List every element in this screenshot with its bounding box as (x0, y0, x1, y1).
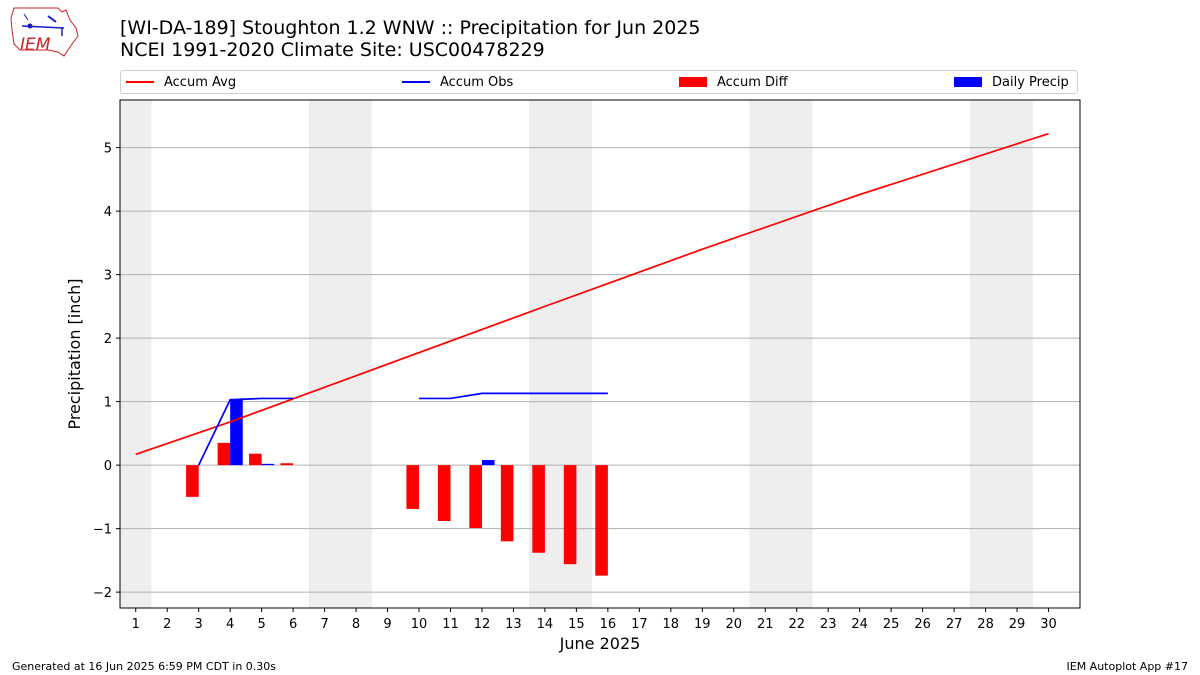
y-axis-ticks: −2 −1 0 1 2 3 4 5 (93, 142, 120, 601)
legend-label-precip: Daily Precip (992, 74, 1069, 90)
legend-label-obs: Accum Obs (440, 74, 514, 90)
y-tick-label: −1 (93, 523, 112, 538)
accum-diff-bar (186, 465, 199, 497)
weekend-band (120, 100, 152, 608)
legend-daily-precip: Daily Precip (954, 71, 1069, 93)
x-tick-label: 18 (663, 617, 680, 632)
chart-legend: Accum Avg Accum Obs Accum Diff Daily Pre… (120, 70, 1078, 94)
x-tick-label: 8 (352, 617, 360, 632)
accum-diff-bar (217, 442, 231, 466)
x-tick-label: 21 (757, 617, 774, 632)
x-tick-label: 7 (320, 617, 328, 632)
legend-label-avg: Accum Avg (164, 74, 237, 90)
weekend-band (308, 100, 372, 608)
y-tick-label: 4 (104, 205, 112, 220)
accum-obs-line (197, 397, 294, 466)
legend-accum-obs: Accum Obs (402, 71, 513, 93)
legend-swatch-obs (402, 81, 430, 83)
x-tick-label: 15 (568, 617, 585, 632)
x-tick-label: 23 (820, 617, 837, 632)
accum-diff-bar (469, 465, 482, 528)
accum-diff-bar (280, 463, 294, 466)
weekend-band (969, 100, 1033, 608)
accum-diff-bar (595, 465, 608, 576)
daily-precip-bar (481, 460, 495, 466)
iem-logo: IEM (10, 7, 79, 57)
generated-note: Generated at 16 Jun 2025 6:59 PM CDT in … (12, 660, 277, 673)
app-note: IEM Autoplot App #17 (1066, 660, 1189, 673)
line-marks (135, 132, 1049, 466)
x-tick-label: 11 (442, 617, 459, 632)
accum-diff-bar (563, 465, 577, 565)
x-tick-label: 14 (537, 617, 554, 632)
y-tick-label: 2 (104, 332, 112, 347)
x-tick-label: 16 (600, 617, 617, 632)
x-tick-label: 30 (1040, 617, 1057, 632)
weekend-bands (120, 100, 1033, 608)
x-axis-label: June 2025 (559, 634, 641, 653)
logo-text: IEM (20, 35, 51, 55)
daily-precip-bar (261, 463, 275, 466)
accum-diff-bar (406, 465, 420, 509)
x-tick-label: 6 (289, 617, 297, 632)
x-tick-label: 29 (1009, 617, 1026, 632)
x-tick-label: 27 (946, 617, 963, 632)
x-tick-label: 24 (851, 617, 868, 632)
daily-precip-bar (230, 399, 243, 466)
weekend-band (749, 100, 813, 608)
grid-lines (120, 147, 1080, 593)
accum-diff-bar (532, 465, 545, 553)
accum-diff-bar (437, 465, 451, 522)
y-axis-label: Precipitation [inch] (65, 278, 84, 429)
x-tick-label: 5 (257, 617, 265, 632)
legend-swatch-avg (126, 81, 154, 83)
x-tick-label: 3 (195, 617, 203, 632)
x-tick-label: 20 (725, 617, 742, 632)
x-tick-label: 22 (788, 617, 805, 632)
x-tick-label: 10 (411, 617, 428, 632)
legend-swatch-diff (679, 77, 707, 87)
accum-diff-bar (249, 453, 262, 466)
x-tick-label: 28 (977, 617, 994, 632)
chart-subtitle: NCEI 1991-2020 Climate Site: USC00478229 (120, 39, 545, 61)
y-tick-label: 1 (104, 396, 112, 411)
legend-swatch-precip (954, 77, 982, 87)
x-tick-label: 2 (163, 617, 171, 632)
y-tick-label: 5 (104, 142, 112, 157)
plot-frame (119, 99, 1081, 609)
x-tick-label: 25 (883, 617, 900, 632)
x-tick-label: 4 (226, 617, 234, 632)
x-tick-label: 19 (694, 617, 711, 632)
bar-marks (186, 399, 608, 576)
y-tick-label: 3 (104, 269, 112, 284)
x-tick-label: 17 (631, 617, 648, 632)
legend-label-diff: Accum Diff (717, 74, 788, 90)
y-tick-label: −2 (93, 586, 112, 601)
y-tick-label: 0 (104, 459, 112, 474)
accum-obs-line (419, 392, 608, 400)
x-tick-label: 1 (132, 617, 140, 632)
accum-avg-line (135, 132, 1049, 456)
x-tick-label: 9 (383, 617, 391, 632)
x-tick-label: 13 (505, 617, 522, 632)
x-axis-ticks: 1 2 3 4 5 6 7 8 9 10 11 12 13 14 15 16 17 18 19 20 21 22 23 24 2… (132, 608, 1057, 632)
accum-diff-bar (500, 465, 514, 542)
x-tick-label: 26 (914, 617, 931, 632)
legend-accum-avg: Accum Avg (126, 71, 236, 93)
chart-title: [WI-DA-189] Stoughton 1.2 WNW :: Precipi… (120, 17, 701, 39)
legend-accum-diff: Accum Diff (679, 71, 788, 93)
x-tick-label: 12 (474, 617, 491, 632)
